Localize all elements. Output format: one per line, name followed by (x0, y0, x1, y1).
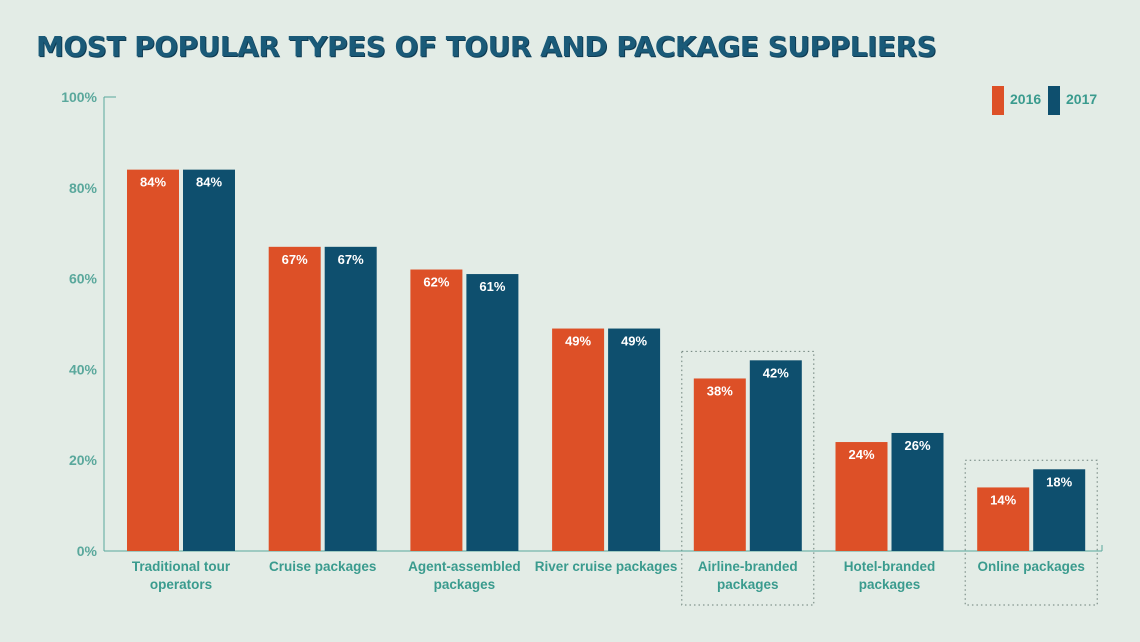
bar-value-label: 49% (565, 334, 591, 349)
y-tick-label: 80% (69, 180, 98, 196)
category-label: packages (859, 577, 921, 592)
bar-2016-1 (268, 246, 321, 551)
bar-value-label: 14% (990, 492, 1016, 507)
bar-2016-3 (552, 328, 605, 551)
category-label: Traditional tour (132, 559, 231, 574)
bar-2017-3 (608, 328, 661, 551)
bar-value-label: 18% (1046, 474, 1072, 489)
category-label: packages (434, 577, 496, 592)
y-tick-label: 40% (69, 361, 98, 377)
bar-2017-0 (183, 169, 235, 551)
bar-value-label: 84% (140, 175, 166, 190)
category-label: Agent-assembled (408, 559, 521, 574)
bar-value-label: 38% (707, 383, 733, 398)
category-label: Hotel-branded (844, 559, 936, 574)
bar-2017-6 (1033, 469, 1086, 551)
bar-value-label: 49% (621, 334, 647, 349)
bar-value-label: 62% (423, 275, 449, 290)
y-tick-label: 100% (61, 89, 97, 105)
category-label: Airline-branded (698, 559, 798, 574)
bar-value-label: 84% (196, 175, 222, 190)
highlight-box-4 (681, 350, 815, 606)
chart-title: MOST POPULAR TYPES OF TOUR AND PACKAGE S… (36, 30, 937, 63)
category-label: operators (150, 577, 212, 592)
y-tick-label: 20% (69, 452, 98, 468)
category-label: Cruise packages (269, 559, 376, 574)
legend-swatch-2017 (1048, 86, 1060, 115)
category-label: Online packages (978, 559, 1085, 574)
bar-2017-2 (466, 274, 519, 551)
bar-2017-1 (324, 246, 377, 551)
legend-swatch-2016 (992, 86, 1004, 115)
bar-value-label: 61% (479, 279, 505, 294)
bar-value-label: 42% (763, 365, 789, 380)
bar-2016-2 (410, 269, 463, 551)
bar-2016-4 (693, 378, 746, 551)
legend-label: 2016 (1010, 91, 1041, 107)
bar-value-label: 67% (338, 252, 364, 267)
bar-2017-4 (749, 360, 802, 551)
bar-2016-6 (977, 487, 1030, 551)
category-label: packages (717, 577, 779, 592)
highlight-box-6 (964, 459, 1098, 606)
legend-label: 2017 (1066, 91, 1097, 107)
bar-value-label: 67% (282, 252, 308, 267)
bar-value-label: 24% (848, 447, 874, 462)
bar-2016-5 (835, 442, 888, 551)
category-label: River cruise packages (535, 559, 678, 574)
bar-2017-5 (891, 432, 944, 551)
bar-value-label: 26% (904, 438, 930, 453)
y-tick-label: 0% (77, 543, 98, 559)
y-tick-label: 60% (69, 271, 98, 287)
bar-2016-0 (127, 169, 179, 551)
